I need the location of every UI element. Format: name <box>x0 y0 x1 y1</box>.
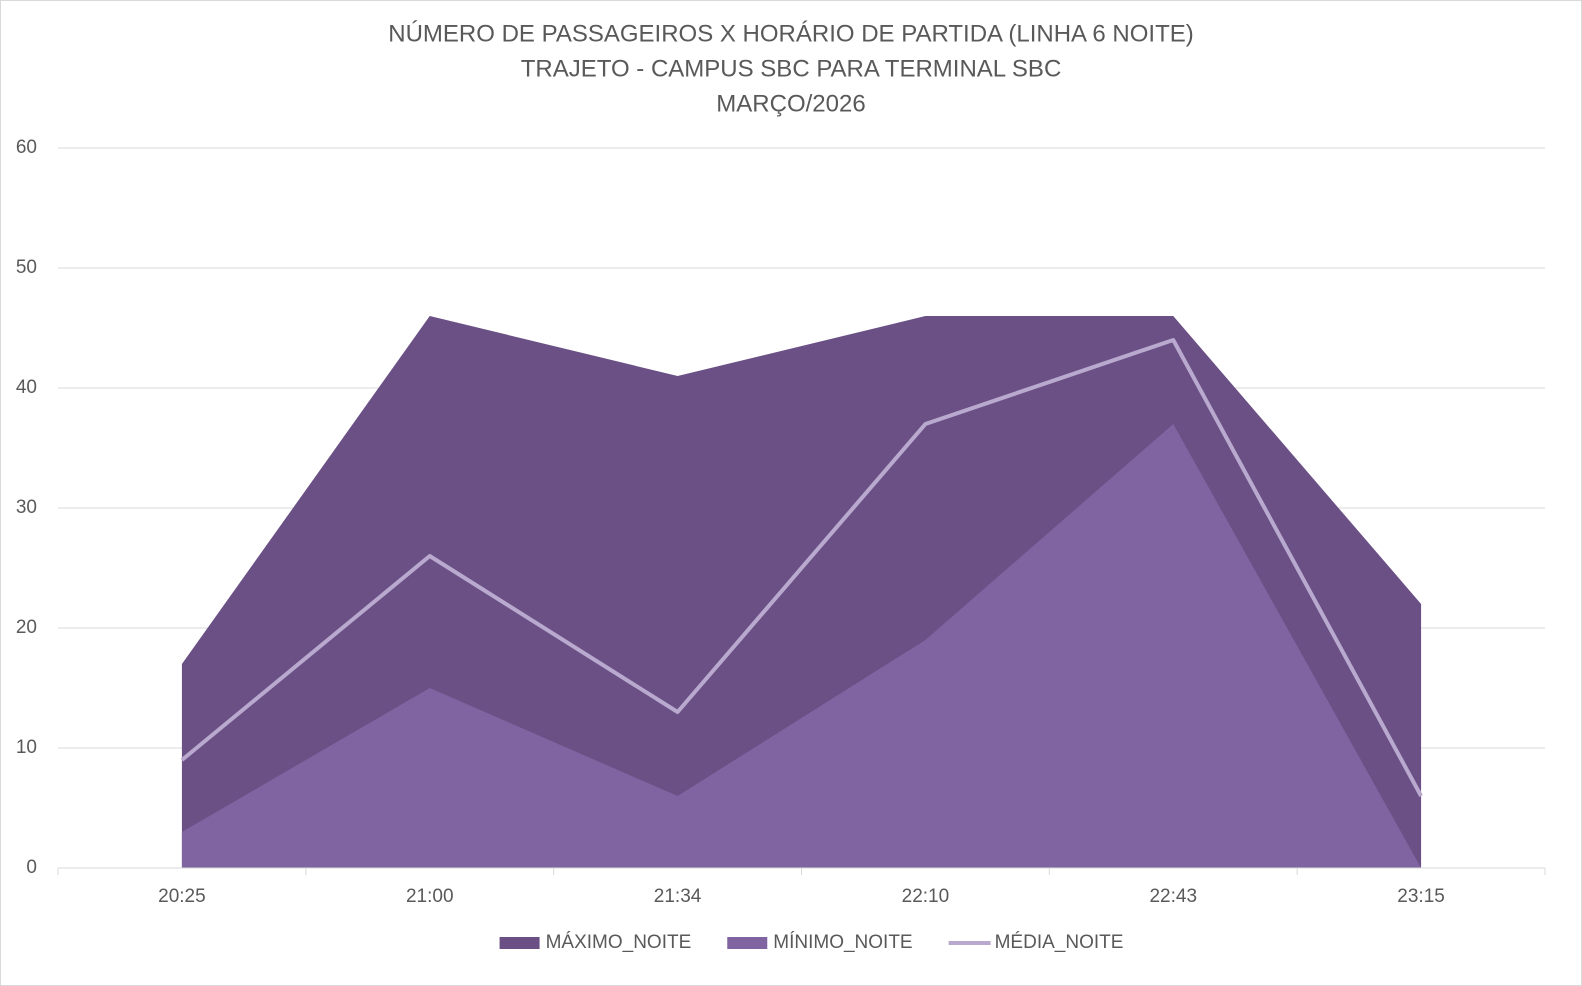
y-tick-label: 30 <box>16 497 37 518</box>
legend-label: MÉDIA_NOITE <box>995 932 1124 953</box>
x-tick-label: 22:10 <box>902 886 950 907</box>
y-tick-label: 60 <box>16 137 37 158</box>
chart-title: NÚMERO DE PASSAGEIROS X HORÁRIO DE PARTI… <box>388 20 1194 47</box>
legend-swatch <box>727 937 768 949</box>
y-tick-label: 20 <box>16 617 37 638</box>
x-tick-label: 21:00 <box>406 886 454 907</box>
x-tick-label: 23:15 <box>1397 886 1445 907</box>
y-tick-label: 40 <box>16 377 37 398</box>
x-tick-label: 22:43 <box>1149 886 1197 907</box>
legend-label: MÍNIMO_NOITE <box>773 932 912 953</box>
y-tick-label: 50 <box>16 257 37 278</box>
chart-title: TRAJETO - CAMPUS SBC PARA TERMINAL SBC <box>521 55 1062 82</box>
x-tick-label: 20:25 <box>158 886 206 907</box>
y-tick-label: 0 <box>26 857 37 878</box>
area <box>181 424 1422 868</box>
line <box>180 338 1423 797</box>
x-tick-label: 21:34 <box>654 886 702 907</box>
legend-label: MÁXIMO_NOITE <box>546 932 692 953</box>
chart-title: MARÇO/2026 <box>716 90 865 117</box>
y-tick-label: 10 <box>16 737 37 758</box>
legend-swatch <box>499 937 540 949</box>
